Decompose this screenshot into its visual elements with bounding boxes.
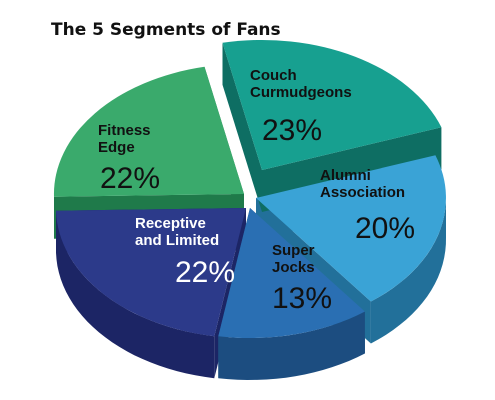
- slice-label-line: Receptive: [135, 215, 206, 232]
- pie-slice-wall-1-1: [222, 42, 262, 212]
- pie-tops: [53, 39, 446, 339]
- pie-labels: Couch Curmudgeons 23% Alumni Association 20% S…: [98, 67, 415, 315]
- slice-label-1: Couch Curmudgeons: [250, 67, 352, 101]
- slice-label-line: Curmudgeons: [250, 84, 352, 101]
- slice-label-4: Receptive and Limited: [135, 215, 219, 249]
- pie-slice-3: [218, 208, 365, 339]
- slice-value-5: 22%: [100, 162, 160, 195]
- pie-slice-2: [256, 155, 446, 302]
- pie-slice-side-4: [56, 210, 215, 379]
- slice-label-line: Fitness: [98, 122, 151, 139]
- slice-label-5: Fitness Edge: [98, 122, 151, 156]
- slice-label-line: Edge: [98, 139, 135, 156]
- slice-value-1: 23%: [262, 114, 322, 147]
- slice-value-3: 13%: [272, 282, 332, 315]
- slice-label-line: Super: [272, 242, 315, 259]
- slice-label-line: Couch: [250, 67, 297, 84]
- slice-label-2: Alumni Association: [320, 167, 405, 201]
- pie-slice-side-3: [218, 311, 365, 380]
- slice-label-3: Super Jocks: [272, 242, 315, 276]
- slice-label-line: Alumni: [320, 167, 371, 184]
- pie-slice-4: [56, 208, 246, 337]
- pie-slice-side-2: [370, 195, 446, 344]
- chart-title: The 5 Segments of Fans: [51, 20, 281, 40]
- slice-label-line: Jocks: [272, 259, 315, 276]
- pie-slice-1: [222, 39, 442, 170]
- slice-value-2: 20%: [355, 212, 415, 245]
- slice-label-line: and Limited: [135, 232, 219, 249]
- pie-slice-5: [53, 66, 244, 197]
- slice-label-line: Association: [320, 184, 405, 201]
- slice-value-4: 22%: [175, 256, 235, 289]
